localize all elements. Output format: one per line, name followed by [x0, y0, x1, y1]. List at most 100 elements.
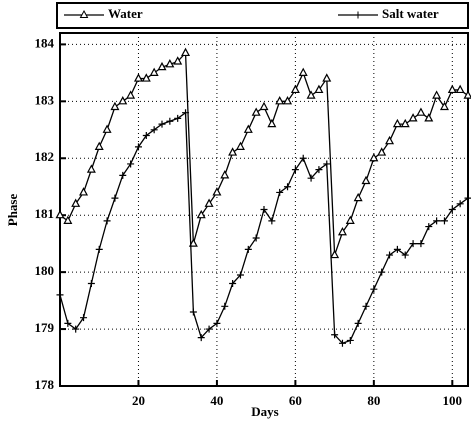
x-axis-label: Days	[251, 404, 278, 419]
x-tick-label: 60	[289, 393, 302, 408]
plus-marker	[87, 280, 95, 288]
triangle-marker	[63, 215, 73, 224]
plus-marker	[260, 206, 268, 213]
y-tick-label: 179	[35, 320, 55, 335]
triangle-marker	[408, 113, 418, 122]
y-tick-label: 184	[35, 35, 55, 50]
triangle-marker	[133, 73, 143, 82]
triangle-marker	[86, 164, 96, 173]
plus-marker	[150, 126, 158, 134]
plus-marker	[433, 217, 441, 225]
triangle-marker	[306, 90, 316, 99]
plus-marker	[56, 291, 64, 299]
triangle-marker	[314, 84, 324, 94]
triangle-marker	[290, 84, 300, 94]
triangle-marker	[102, 124, 112, 133]
triangle-marker	[55, 209, 65, 219]
plus-marker	[268, 217, 276, 225]
plus-marker	[229, 280, 237, 288]
legend-label: Salt water	[382, 6, 439, 21]
plus-marker	[362, 302, 370, 310]
triangle-marker	[235, 141, 245, 150]
triangle-marker	[424, 113, 434, 122]
plus-marker	[284, 183, 292, 191]
x-tick-label: 80	[367, 393, 380, 408]
triangle-marker	[165, 59, 175, 68]
plus-marker	[72, 325, 80, 333]
plus-marker	[338, 339, 346, 347]
y-tick-label: 178	[35, 377, 55, 392]
y-tick-label: 181	[35, 206, 55, 221]
plus-marker	[205, 325, 213, 333]
series-line	[59, 51, 469, 256]
plus-marker	[95, 245, 103, 253]
legend-label: Water	[108, 6, 143, 21]
legend-marker	[354, 11, 362, 19]
plus-marker	[103, 217, 111, 225]
plus-marker	[401, 251, 409, 259]
plus-marker	[448, 206, 456, 213]
plus-marker	[166, 117, 174, 125]
plus-marker	[127, 160, 135, 168]
triangle-marker	[392, 118, 402, 128]
triangle-marker	[345, 215, 355, 224]
triangle-marker	[439, 101, 449, 111]
plus-marker	[236, 271, 244, 279]
triangle-marker	[141, 73, 151, 82]
triangle-marker	[126, 90, 136, 99]
plus-marker	[299, 154, 307, 162]
plus-marker	[221, 302, 229, 310]
triangle-marker	[228, 147, 238, 156]
plus-marker	[346, 336, 354, 344]
legend-box	[56, 2, 469, 29]
triangle-marker	[220, 170, 230, 179]
plus-marker	[64, 319, 72, 327]
plot-frame	[59, 32, 469, 387]
plus-marker	[425, 223, 433, 231]
plus-marker	[370, 285, 378, 293]
plus-marker	[456, 200, 464, 208]
plus-marker	[134, 143, 142, 151]
plus-marker	[417, 240, 425, 248]
triangle-marker	[337, 227, 347, 236]
triangle-marker	[157, 61, 167, 71]
triangle-marker	[447, 84, 457, 94]
plus-marker	[213, 319, 221, 327]
triangle-marker	[330, 249, 340, 259]
triangle-marker	[400, 118, 410, 128]
triangle-marker	[283, 96, 293, 105]
plus-marker	[291, 166, 299, 174]
plus-marker	[174, 114, 182, 122]
plus-marker	[331, 331, 339, 339]
legend-marker	[79, 9, 89, 18]
plus-marker	[142, 131, 150, 139]
y-tick-label: 180	[35, 263, 55, 278]
triangle-marker	[353, 192, 363, 202]
plus-marker	[189, 308, 197, 316]
triangle-marker	[322, 73, 332, 82]
plus-marker	[393, 245, 401, 253]
triangle-marker	[251, 107, 261, 116]
plus-marker	[378, 268, 386, 276]
triangle-marker	[71, 198, 81, 207]
x-tick-label: 40	[210, 393, 223, 408]
y-axis-label: Phase	[5, 194, 20, 227]
triangle-marker	[361, 175, 371, 185]
plus-marker	[244, 245, 252, 253]
triangle-marker	[243, 124, 253, 133]
plus-marker	[119, 171, 127, 179]
x-tick-label: 20	[132, 393, 145, 408]
plus-marker	[80, 314, 88, 322]
plus-marker	[409, 240, 417, 248]
plus-marker	[323, 160, 331, 168]
triangle-marker	[173, 56, 183, 65]
triangle-marker	[79, 187, 89, 196]
triangle-marker	[196, 209, 206, 219]
triangle-marker	[204, 198, 214, 207]
plus-marker	[440, 217, 448, 225]
series-line	[59, 111, 469, 345]
triangle-marker	[275, 96, 285, 105]
triangle-marker	[385, 135, 395, 145]
triangle-marker	[181, 47, 191, 57]
y-tick-label: 182	[35, 149, 55, 164]
